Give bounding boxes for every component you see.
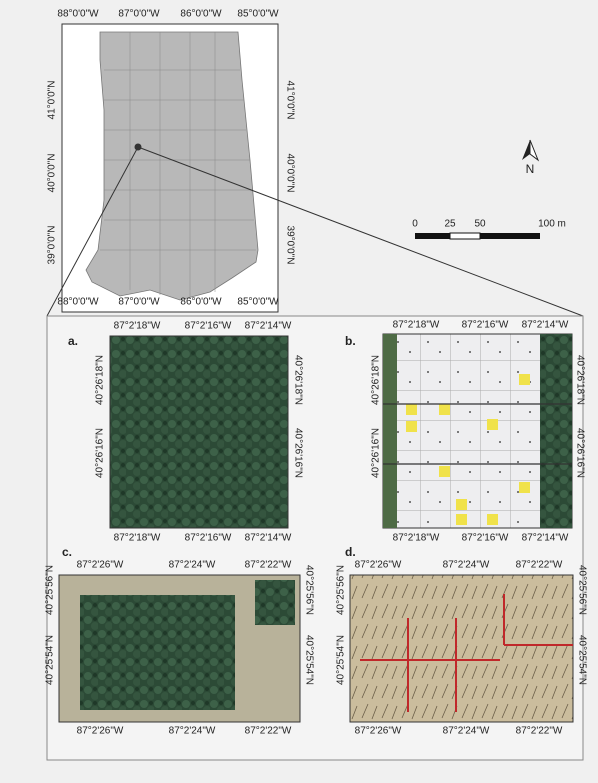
coordinate-label: 88°0'0"W — [57, 9, 99, 20]
coordinate-label: 40°25'56"N — [303, 565, 314, 615]
coordinate-label: 40°25'54"N — [576, 635, 587, 685]
north-label: N — [526, 162, 535, 176]
coordinate-label: 88°0'0"W — [57, 297, 99, 308]
coordinate-label: 40°26'18"N — [292, 355, 303, 405]
coordinate-label: 40°25'56"N — [45, 565, 56, 615]
scale-label: 50 — [474, 219, 486, 230]
scale-label: 0 — [412, 219, 418, 230]
scale-label: 25 — [444, 219, 456, 230]
coordinate-label: 87°2'24"W — [169, 560, 216, 571]
coordinate-label: 41°0'0"N — [284, 81, 295, 120]
coordinate-label: 87°2'14"W — [245, 533, 292, 544]
coordinate-label: 87°2'24"W — [443, 726, 490, 737]
coordinate-label: 40°25'54"N — [336, 635, 347, 685]
figure: N 88°0'0"W 87°0'0"W 86°0'0"W 85°0'0"W 88°0'0… — [0, 0, 598, 778]
coordinate-label: 87°0'0"W — [118, 9, 160, 20]
panel-letter: a. — [68, 334, 78, 348]
panel-letter: b. — [345, 334, 356, 348]
coordinate-label: 41°0'0"N — [47, 81, 58, 120]
coordinate-label: 40°26'16"N — [574, 428, 585, 478]
coordinate-label: 87°2'16"W — [462, 533, 509, 544]
coordinate-label: 87°2'24"W — [169, 726, 216, 737]
panel-image-edge — [383, 334, 397, 528]
coordinate-label: 87°2'14"W — [522, 320, 569, 331]
coordinate-label: 87°2'22"W — [516, 726, 563, 737]
coordinate-label: 40°25'56"N — [336, 565, 347, 615]
panel-image — [110, 336, 288, 528]
coordinate-label: 87°2'22"W — [516, 560, 563, 571]
coordinate-label: 40°0'0"N — [284, 154, 295, 193]
coordinate-label: 87°2'16"W — [185, 321, 232, 332]
coordinate-label: 87°2'22"W — [245, 560, 292, 571]
coordinate-label: 39°0'0"N — [47, 226, 58, 265]
coordinate-label: 40°26'18"N — [95, 355, 106, 405]
panel-letter: c. — [62, 545, 72, 559]
coordinate-label: 40°26'18"N — [371, 355, 382, 405]
coordinate-label: 87°2'26"W — [77, 560, 124, 571]
coordinate-label: 87°2'14"W — [522, 533, 569, 544]
coordinate-label: 86°0'0"W — [180, 9, 222, 20]
coordinate-label: 39°0'0"N — [284, 226, 295, 265]
coordinate-label: 87°2'16"W — [185, 533, 232, 544]
coordinate-label: 40°26'18"N — [574, 355, 585, 405]
coordinate-label: 87°2'18"W — [114, 533, 161, 544]
coordinate-label: 87°2'26"W — [355, 726, 402, 737]
coordinate-label: 40°25'56"N — [576, 565, 587, 615]
state-shape — [86, 32, 258, 300]
coordinate-label: 85°0'0"W — [237, 9, 279, 20]
coordinate-label: 87°2'18"W — [114, 321, 161, 332]
coordinate-label: 87°2'16"W — [462, 320, 509, 331]
coordinate-label: 86°0'0"W — [180, 297, 222, 308]
coordinate-label: 40°26'16"N — [371, 428, 382, 478]
site-point — [135, 144, 142, 151]
scale-segment — [450, 233, 480, 239]
coordinate-label: 87°2'14"W — [245, 321, 292, 332]
panel-image-edge — [540, 334, 572, 528]
coordinate-label: 40°26'16"N — [292, 428, 303, 478]
coordinate-label: 87°2'24"W — [443, 560, 490, 571]
coordinate-label: 87°2'22"W — [245, 726, 292, 737]
panel-canopy — [80, 595, 235, 710]
panel-image — [350, 575, 573, 722]
coordinate-label: 87°2'26"W — [77, 726, 124, 737]
coordinate-label: 87°2'26"W — [355, 560, 402, 571]
scale-segment — [480, 233, 540, 239]
coordinate-label: 85°0'0"W — [237, 297, 279, 308]
coordinate-label: 87°0'0"W — [118, 297, 160, 308]
coordinate-label: 87°2'18"W — [393, 320, 440, 331]
scale-segment — [415, 233, 450, 239]
panel-letter: d. — [345, 545, 356, 559]
coordinate-label: 40°25'54"N — [303, 635, 314, 685]
scale-label: 100 m — [538, 219, 566, 230]
coordinate-label: 40°26'16"N — [95, 428, 106, 478]
coordinate-label: 40°0'0"N — [47, 154, 58, 193]
coordinate-label: 87°2'18"W — [393, 533, 440, 544]
coordinate-label: 40°25'54"N — [45, 635, 56, 685]
panel-canopy — [255, 580, 295, 625]
